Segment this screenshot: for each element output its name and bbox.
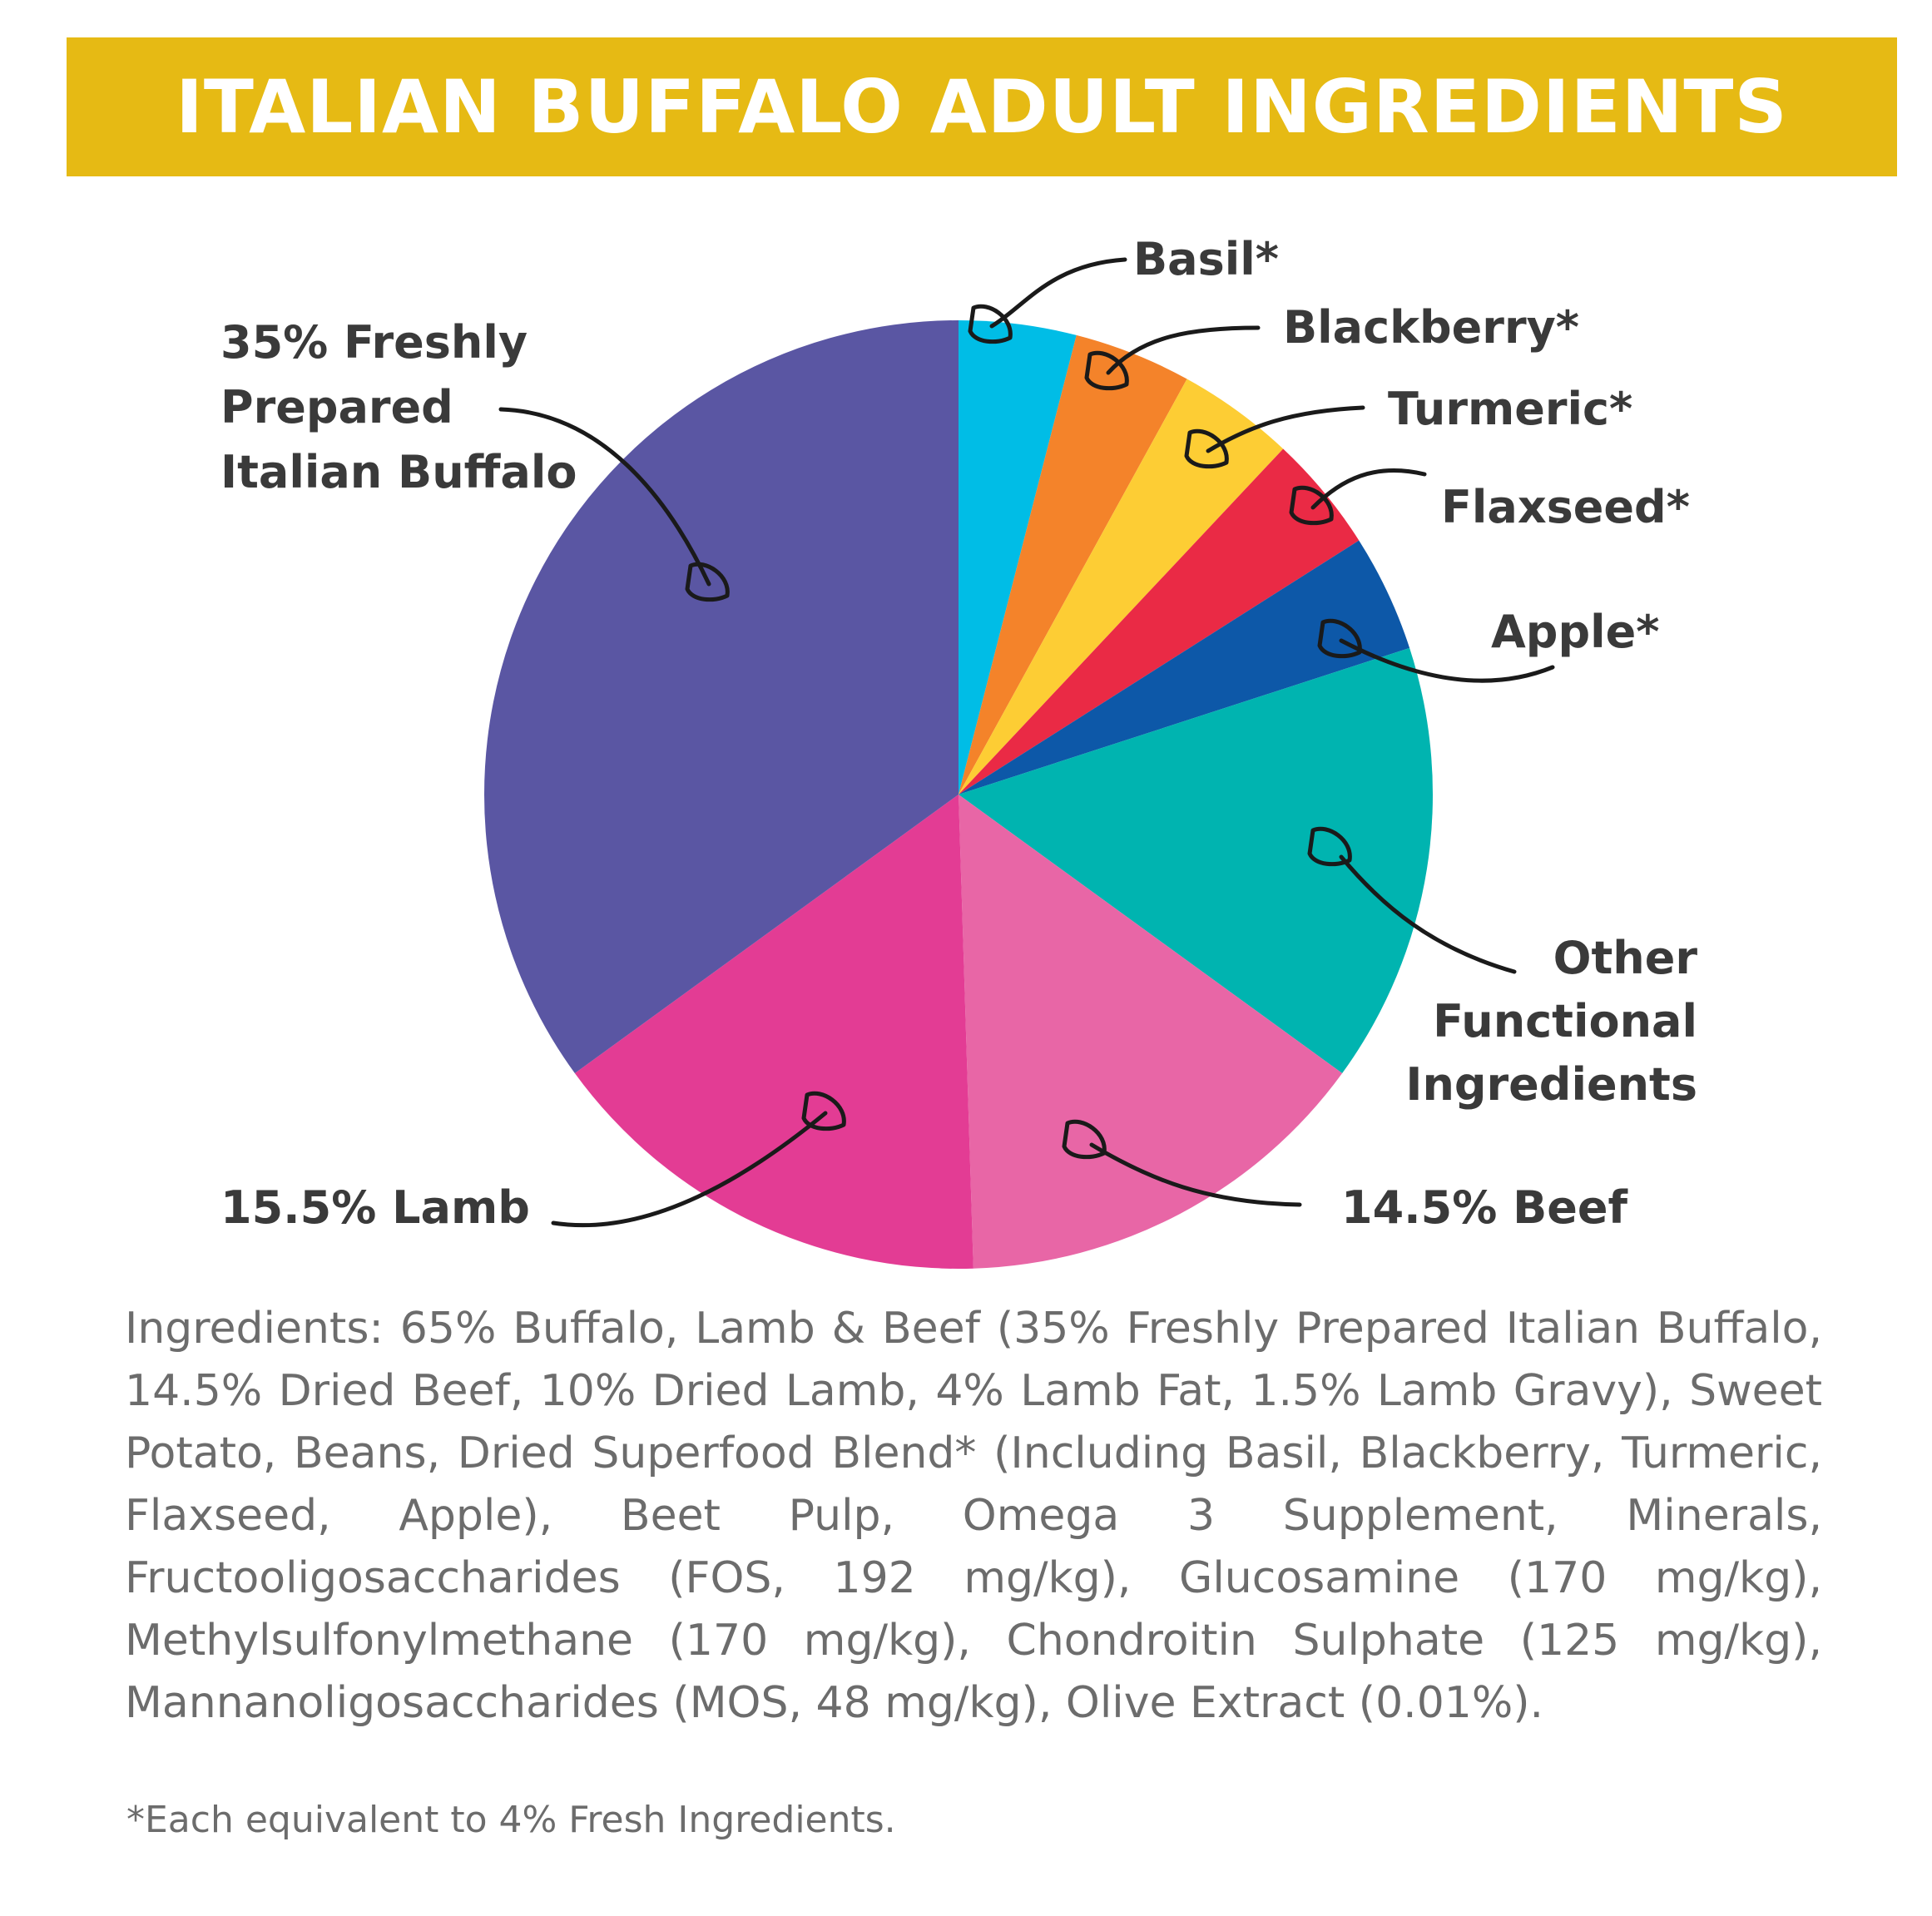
pie-slices	[483, 320, 1433, 1270]
ingredients-pie-chart: Basil*Blackberry* Turmeric* Flaxseed* Apple…	[220, 233, 1697, 1270]
pie-slice-other	[959, 647, 1433, 1074]
arrowhead-turmeric	[1184, 428, 1229, 469]
arrowhead-other	[1307, 826, 1352, 867]
title-banner: ITALIAN BUFFALO ADULT INGREDIENTS	[67, 37, 1897, 176]
pie-slice-buffalo	[483, 320, 959, 1074]
footnote: *Each equivalent to 4% Fresh Ingredients…	[126, 1799, 896, 1841]
pie-labels: Basil*Blackberry* Turmeric* Flaxseed* Apple…	[220, 233, 1697, 1234]
arrow-basil	[989, 257, 1127, 329]
arrow-blackberry	[1106, 325, 1261, 375]
pie-slice-turmeric	[959, 379, 1284, 795]
arrowhead-lamb	[801, 1091, 846, 1131]
arrow-buffalo	[498, 407, 711, 587]
pie-slice-lamb	[574, 795, 973, 1270]
arrowhead-blackberry	[1084, 350, 1129, 391]
arrow-lamb	[551, 1111, 828, 1228]
arrowhead-apple	[1317, 618, 1362, 659]
slice-label-blackberry: Blackberry*	[1283, 301, 1579, 354]
slice-label-turmeric: Turmeric*	[1388, 383, 1632, 435]
arrowhead-flaxseed	[1289, 485, 1334, 526]
slice-label-flaxseed: Flaxseed*	[1441, 481, 1690, 533]
slice-label-apple: Apple*	[1491, 606, 1659, 658]
pie-slice-apple	[959, 540, 1410, 795]
arrowhead-basil	[968, 304, 1013, 344]
chart-title: ITALIAN BUFFALO ADULT INGREDIENTS	[176, 64, 1788, 150]
slice-label-buffalo: 35% Freshly Prepared Italian Buffalo	[220, 316, 577, 498]
slice-label-basil: Basil*	[1133, 233, 1279, 285]
ingredients-list: Ingredients: 65% Buffalo, Lamb & Beef (3…	[125, 1304, 1822, 1728]
pie-arrows	[498, 257, 1555, 1228]
slice-label-lamb: 15.5% Lamb	[220, 1181, 530, 1234]
slice-label-beef: 14.5% Beef	[1341, 1181, 1628, 1234]
pie-slice-beef	[959, 795, 1343, 1269]
pie-slice-flaxseed	[959, 448, 1360, 795]
pie-slice-basil	[959, 320, 1077, 795]
arrowhead-buffalo	[685, 562, 730, 602]
arrow-turmeric	[1206, 405, 1365, 453]
arrow-beef	[1089, 1142, 1302, 1207]
arrow-other	[1339, 854, 1517, 974]
arrowhead-beef	[1062, 1119, 1107, 1160]
arrow-apple	[1339, 638, 1555, 683]
slice-label-other: Other Functional Ingredients	[1405, 932, 1697, 1111]
pie-slice-blackberry	[959, 334, 1187, 795]
